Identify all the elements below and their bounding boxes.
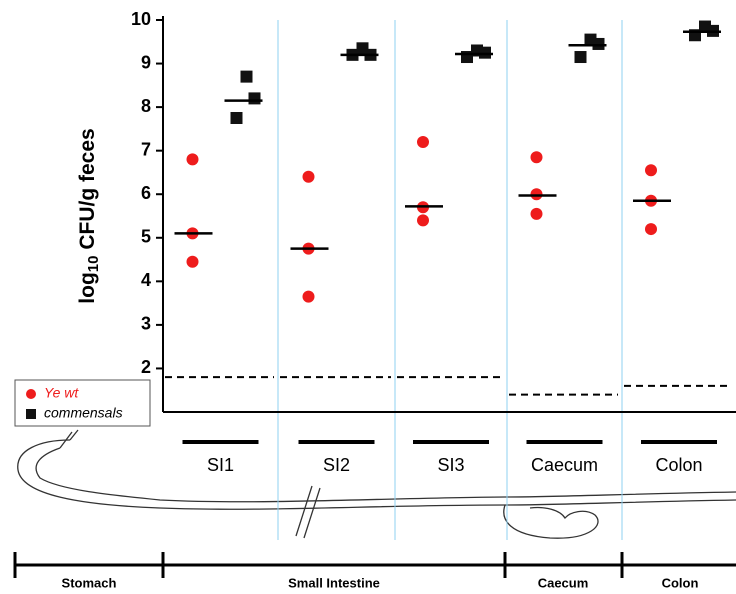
legend-label: commensals — [44, 405, 123, 421]
data-point — [592, 37, 605, 50]
data-point — [417, 135, 429, 148]
y-tick-label: 8 — [141, 96, 151, 116]
region-label: Caecum — [538, 575, 589, 590]
data-point — [645, 223, 657, 236]
region-label: Colon — [662, 575, 699, 590]
legend-marker — [26, 409, 36, 419]
y-tick-label: 7 — [141, 139, 151, 159]
x-tick-label: SI2 — [323, 455, 350, 475]
x-tick-label: SI3 — [437, 455, 464, 475]
y-tick-label: 6 — [141, 183, 151, 203]
data-point — [645, 164, 657, 177]
data-point — [302, 170, 315, 183]
data-point — [186, 255, 199, 268]
region-label: Stomach — [62, 575, 117, 590]
y-tick-label: 4 — [141, 270, 151, 290]
data-point — [417, 214, 429, 227]
data-point — [302, 290, 315, 303]
esophagus — [59, 429, 79, 449]
data-point — [248, 92, 261, 105]
legend-label: Ye wt — [44, 385, 79, 401]
data-point — [230, 112, 243, 124]
y-tick-label: 9 — [141, 52, 151, 72]
data-point — [479, 46, 491, 59]
legend-box — [14, 379, 151, 427]
x-tick-label: Caecum — [531, 455, 598, 475]
region-label: Small Intestine — [288, 575, 380, 590]
data-point — [574, 51, 587, 64]
data-point — [530, 188, 543, 201]
break-mark — [295, 485, 321, 539]
x-tick-label: Colon — [655, 455, 702, 475]
gut-outline-inner — [35, 447, 736, 503]
y-axis-label: log10 CFU/g feces — [76, 128, 102, 303]
legend-marker — [26, 389, 36, 399]
y-tick-label: 3 — [141, 314, 151, 334]
caecum-pouch — [503, 504, 599, 539]
gut-outline-top — [17, 439, 736, 510]
data-point — [530, 207, 543, 220]
y-tick-label: 10 — [131, 9, 151, 29]
x-tick-label: SI1 — [207, 455, 234, 475]
data-point — [530, 151, 543, 164]
y-tick-label: 5 — [141, 227, 151, 247]
y-label-rest: CFU/g feces — [76, 128, 99, 255]
gut-diagram — [17, 429, 736, 539]
region-bar — [13, 552, 736, 578]
data-point — [186, 153, 199, 166]
y-label-sub: 10 — [85, 256, 102, 273]
data-point — [240, 70, 253, 83]
y-tick-label: 2 — [141, 357, 151, 377]
y-label-base: log — [76, 272, 99, 304]
